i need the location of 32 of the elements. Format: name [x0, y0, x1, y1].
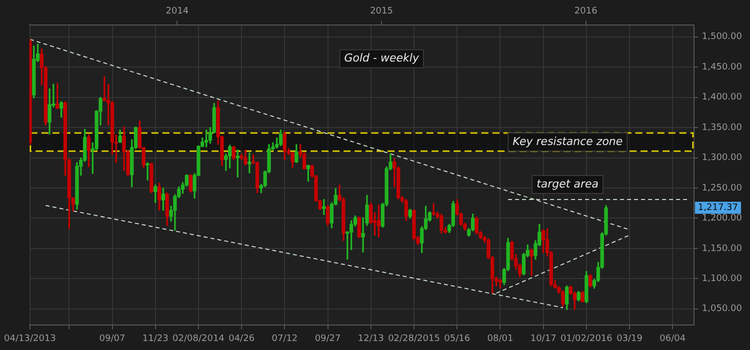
x-tick-label: 04/13/2013 — [4, 334, 56, 344]
x-tick-label: 01/02/2016 — [560, 334, 613, 344]
y-tick-label: 1,400.00 — [702, 92, 742, 103]
x-tick-label: 08/01 — [487, 334, 514, 344]
x-tick-label: 04/26 — [228, 334, 255, 344]
x-tick-label: 02/08/2014 — [172, 334, 225, 344]
y-tick-label: 1,500.00 — [702, 32, 742, 42]
x-tick-label: 09/07 — [99, 334, 126, 344]
y-tick-label: 1,350.00 — [702, 122, 742, 133]
x-tick-label: 10/17 — [530, 334, 556, 344]
x-tick-label: 06/04 — [660, 334, 686, 344]
y-tick-label: 1,050.00 — [702, 304, 742, 314]
text: 1,217.37 — [698, 203, 738, 214]
x-tick-label: 07/12 — [272, 334, 298, 344]
x2-tick-label: 2015 — [370, 6, 393, 17]
y-tick-label: 1,100.00 — [702, 274, 742, 284]
y-tick-label: 1,450.00 — [702, 62, 742, 72]
y-tick-label: 1,200.00 — [702, 214, 742, 224]
y-tick-label: 1,300.00 — [702, 153, 742, 164]
x-tick-label: 12/13 — [358, 334, 384, 344]
x2-tick-label: 2014 — [166, 6, 189, 17]
x-tick-label: 05/16 — [444, 334, 470, 344]
y-tick-label: 1,150.00 — [702, 244, 742, 254]
x-tick-label: 11/23 — [142, 334, 168, 344]
x2-tick-label: 2016 — [574, 6, 598, 17]
x-tick-label: 09/27 — [314, 334, 341, 344]
band-label: Key resistance zone — [512, 134, 623, 148]
series-label: target area — [536, 177, 599, 190]
y-tick-label: 1,250.00 — [702, 183, 742, 194]
x-tick-label: 02/28/2015 — [388, 334, 440, 344]
text: Gold - weekly — [344, 52, 420, 65]
x-tick-label: 03/19 — [616, 334, 643, 344]
